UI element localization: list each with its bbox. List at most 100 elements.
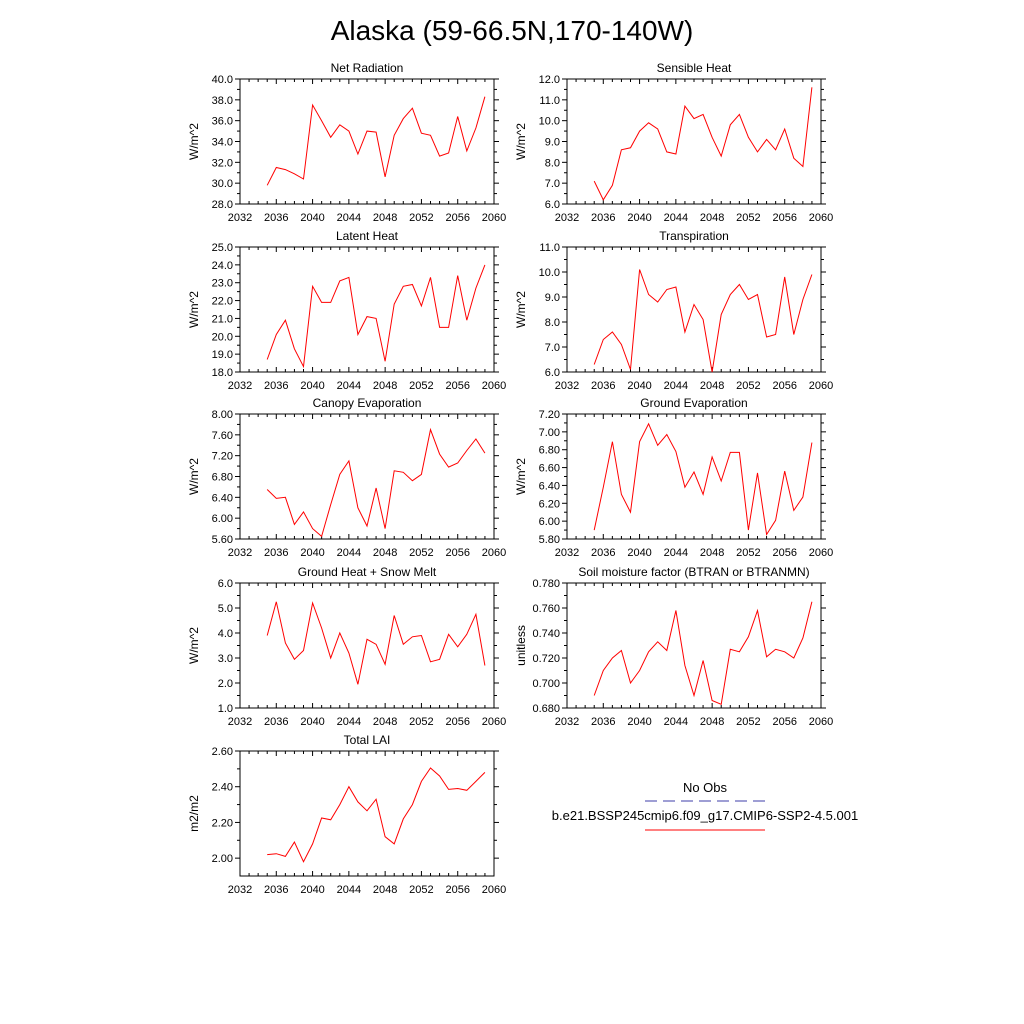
y-tick-label: 5.80 — [539, 534, 560, 546]
data-point — [276, 167, 277, 168]
x-tick-label: 2032 — [228, 547, 252, 559]
y-tick-label: 36.0 — [212, 116, 233, 128]
x-tick-label: 2056 — [445, 380, 469, 392]
y-tick-label: 38.0 — [212, 95, 233, 107]
plot-frame — [239, 413, 495, 540]
data-point — [294, 524, 295, 525]
series-line — [593, 601, 813, 706]
data-point — [357, 801, 358, 802]
y-tick-label: 10.0 — [539, 267, 560, 279]
data-point — [739, 651, 740, 652]
data-point — [739, 284, 740, 285]
x-tick-label: 2032 — [555, 716, 579, 728]
panel-9: Total LAI 2032 2036 2040 2044 2048 2052 2056 206… — [187, 733, 506, 896]
data-point — [630, 683, 631, 684]
data-point — [694, 472, 695, 473]
x-tick-label: 2044 — [337, 212, 361, 224]
data-point — [357, 507, 358, 508]
data-point — [385, 528, 386, 529]
data-point — [730, 124, 731, 125]
y-tick-label: 10.0 — [539, 116, 560, 128]
data-point — [376, 132, 377, 133]
y-tick-label: 6.00 — [212, 513, 233, 525]
panel-8: Soil moisture factor (BTRAN or BTRANMN) 2… — [514, 565, 833, 728]
data-point — [793, 158, 794, 159]
data-point — [748, 530, 749, 531]
data-point — [430, 767, 431, 768]
data-point — [466, 634, 467, 635]
y-axis-label: W/m^2 — [187, 123, 201, 160]
data-point — [666, 650, 667, 651]
data-point — [603, 670, 604, 671]
data-point — [303, 861, 304, 862]
data-point — [721, 314, 722, 315]
data-point — [612, 441, 613, 442]
y-tick-label: 6.0 — [545, 199, 560, 211]
x-tick-label: 2048 — [700, 547, 724, 559]
y-tick-label: 30.0 — [212, 178, 233, 190]
data-point — [639, 670, 640, 671]
data-point — [457, 462, 458, 463]
data-point — [721, 704, 722, 705]
y-tick-label: 2.20 — [212, 817, 233, 829]
x-tick-label: 2052 — [409, 547, 433, 559]
data-point — [775, 334, 776, 335]
data-point — [712, 456, 713, 457]
data-point — [630, 147, 631, 148]
x-tick-label: 2060 — [482, 716, 506, 728]
data-point — [466, 790, 467, 791]
data-point — [285, 643, 286, 644]
data-point — [484, 264, 485, 265]
panel-title: Sensible Heat — [657, 61, 732, 75]
data-point — [348, 277, 349, 278]
data-point — [802, 497, 803, 498]
data-point — [276, 334, 277, 335]
data-point — [484, 772, 485, 773]
data-point — [403, 644, 404, 645]
data-point — [430, 661, 431, 662]
panel-grid: Net Radiation 2032 2036 2040 2044 2048 2052 205… — [187, 61, 833, 896]
y-tick-label: 6.0 — [218, 578, 233, 590]
data-point — [748, 636, 749, 637]
data-point — [675, 451, 676, 452]
data-point — [802, 638, 803, 639]
data-point — [276, 498, 277, 499]
data-point — [621, 650, 622, 651]
data-point — [784, 651, 785, 652]
x-tick-label: 2036 — [591, 547, 615, 559]
data-point — [457, 788, 458, 789]
panel-1: Net Radiation 2032 2036 2040 2044 2048 2052 205… — [187, 61, 506, 224]
data-point — [357, 154, 358, 155]
data-point — [657, 641, 658, 642]
x-tick-label: 2048 — [700, 716, 724, 728]
y-axis-label: W/m^2 — [514, 458, 528, 495]
data-point — [321, 302, 322, 303]
x-tick-label: 2040 — [627, 716, 651, 728]
data-point — [267, 854, 268, 855]
y-tick-label: 6.80 — [539, 445, 560, 457]
data-point — [666, 289, 667, 290]
x-tick-label: 2044 — [337, 380, 361, 392]
x-tick-label: 2052 — [736, 547, 760, 559]
x-tick-label: 2044 — [337, 547, 361, 559]
data-point — [267, 489, 268, 490]
data-point — [730, 452, 731, 453]
data-point — [666, 151, 667, 152]
x-tick-label: 2052 — [409, 716, 433, 728]
data-point — [748, 299, 749, 300]
x-tick-label: 2044 — [664, 380, 688, 392]
data-point — [594, 695, 595, 696]
x-tick-label: 2060 — [809, 716, 833, 728]
y-tick-label: 23.0 — [212, 278, 233, 290]
data-point — [675, 287, 676, 288]
data-point — [376, 487, 377, 488]
y-tick-label: 6.40 — [539, 480, 560, 492]
data-point — [312, 603, 313, 604]
data-point — [294, 842, 295, 843]
panel-title: Canopy Evaporation — [313, 396, 422, 410]
data-point — [312, 105, 313, 106]
data-point — [603, 487, 604, 488]
data-point — [675, 610, 676, 611]
plot-frame — [566, 246, 822, 373]
data-point — [421, 133, 422, 134]
